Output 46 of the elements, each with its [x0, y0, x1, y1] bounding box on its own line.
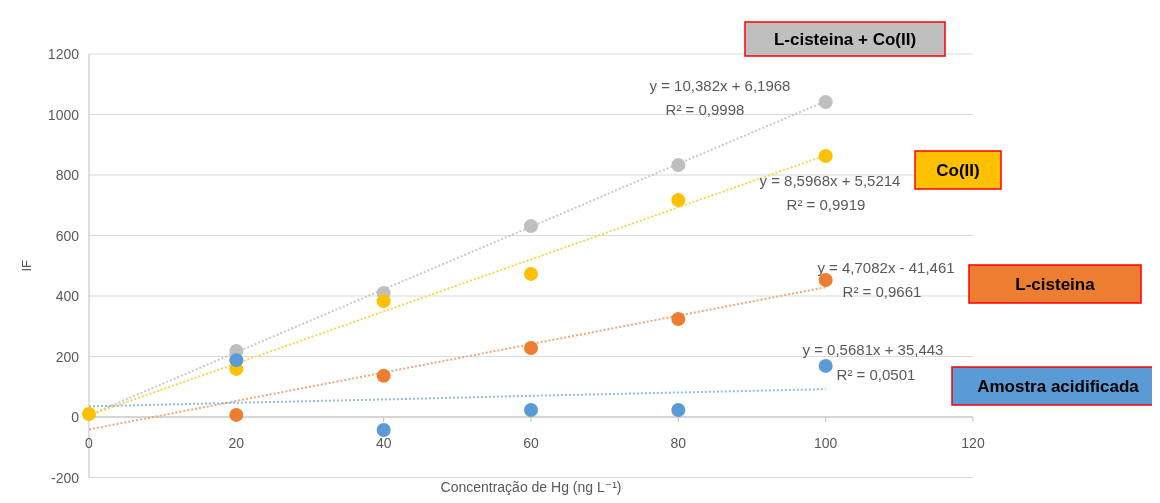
point [376, 423, 391, 438]
y-tick-label: 400 [55, 288, 80, 304]
x-tick-label: 120 [961, 435, 985, 451]
x-tick-label: 60 [523, 435, 539, 451]
annotation: y = 0,5681x + 35,443 [802, 341, 944, 358]
point [671, 193, 686, 208]
annotation: R² = 0,9919 [786, 196, 866, 213]
point [82, 406, 96, 421]
x-tick-label: 80 [670, 435, 687, 451]
y-tick-label: 1200 [47, 46, 80, 62]
point [376, 294, 391, 309]
point [818, 148, 833, 163]
x-tick-label: 40 [375, 435, 392, 451]
point [818, 95, 833, 110]
point [818, 358, 833, 373]
text: L-cisteina [1015, 275, 1096, 294]
point [376, 368, 391, 383]
y-axis-title: IF [19, 259, 34, 272]
annotation: y = 10,382x + 6,1968 [649, 77, 791, 94]
text: Co(II) [936, 161, 980, 180]
point [524, 403, 538, 418]
point [671, 158, 686, 173]
x-tick-label: 0 [85, 435, 94, 451]
point [671, 403, 686, 418]
y-tick-label: 600 [55, 227, 80, 244]
point [524, 219, 538, 234]
x-axis-title: Concentração de Hg (ng L⁻¹) [440, 479, 622, 495]
y-tick-label: 200 [55, 348, 80, 365]
text: Amostra acidificada [977, 377, 1140, 396]
point [229, 407, 244, 422]
x-tick-label: 20 [228, 435, 245, 451]
x-tick-label: 100 [813, 435, 838, 451]
annotation: y = 8,5968x + 5,5214 [759, 172, 901, 189]
annotation: R² = 0,9998 [665, 101, 745, 118]
text: L-cisteina + Co(II) [773, 30, 917, 49]
point [524, 266, 538, 281]
point [229, 353, 244, 368]
y-tick-label: -200 [50, 469, 80, 486]
y-tick-label: 0 [71, 409, 80, 425]
y-tick-label: 1000 [47, 106, 80, 123]
y-tick-label: 800 [55, 167, 80, 183]
point [671, 311, 686, 326]
annotation: R² = 0,9661 [842, 283, 922, 300]
annotation: y = 4,7082x - 41,461 [817, 259, 955, 276]
annotation: R² = 0,0501 [836, 366, 916, 383]
point [524, 341, 538, 356]
